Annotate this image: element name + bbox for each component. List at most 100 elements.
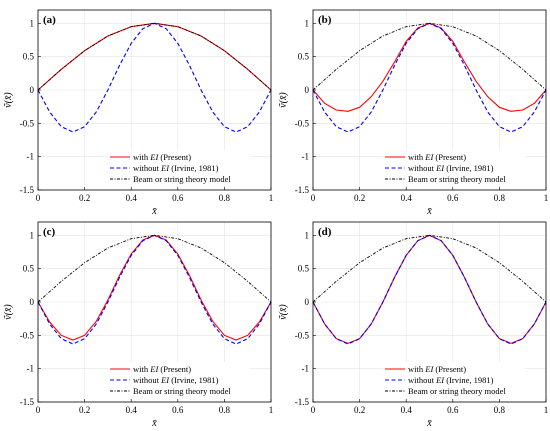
legend-label-suffix: (Present) [158, 152, 191, 162]
legend: with EI (Present)without EI (Irvine, 198… [383, 362, 525, 398]
legend-label-ei: EI [435, 163, 445, 173]
legend: with EI (Present)without EI (Irvine, 198… [383, 150, 525, 186]
x-tick-label: 0 [36, 405, 41, 415]
legend-box [383, 362, 525, 398]
y-tick-label: 0.5 [298, 264, 310, 274]
x-tick-label: 0.2 [79, 405, 90, 415]
x-tick-label: 0.6 [447, 193, 459, 203]
y-tick-label: 1 [305, 230, 310, 240]
series-group [37, 234, 272, 345]
legend-label: Beam or string theory model [133, 174, 231, 184]
y-tick-label: 1 [30, 230, 35, 240]
legend-box [108, 150, 250, 186]
series-group [312, 22, 547, 133]
legend-label-suffix: (Irvine, 1981) [169, 163, 219, 173]
legend-label: Beam or string theory model [133, 386, 231, 396]
legend-label: with EI (Present) [133, 364, 191, 374]
panel-label: (d) [318, 226, 332, 238]
y-tick-label: 0 [30, 85, 35, 95]
axes-frame [37, 221, 272, 403]
y-tick-label: 1 [30, 18, 35, 28]
series-line-without-ei [312, 234, 547, 345]
legend-label: without EI (Irvine, 1981) [133, 163, 219, 173]
x-tick-label: 0.8 [494, 405, 506, 415]
panel-label: (a) [43, 14, 56, 26]
y-tick-label: -0.5 [295, 118, 310, 128]
x-axis-label: x̄ [151, 418, 157, 429]
series-line-beam-string [37, 234, 272, 303]
series-group [312, 234, 547, 345]
legend-label-suffix: (Irvine, 1981) [444, 375, 494, 385]
legend-label-prefix: without [408, 375, 436, 385]
legend-label-prefix: without [133, 163, 161, 173]
x-axis-label: x̄ [426, 418, 432, 429]
x-tick-label: 0.6 [172, 405, 184, 415]
y-tick-label: -1.5 [20, 185, 35, 195]
y-tick-label: -1 [27, 364, 35, 374]
legend-label: Beam or string theory model [408, 386, 506, 396]
axes-frame [37, 9, 272, 191]
legend: with EI (Present)without EI (Irvine, 198… [108, 150, 250, 186]
series-group [37, 22, 272, 133]
series-line-beam-string [37, 22, 272, 91]
x-axis-label: x̄ [426, 206, 432, 217]
legend-label: Beam or string theory model [408, 174, 506, 184]
chart-panel-a: 0 0.2 0.4 0.6 0.8 1 -1.5 -1 -0.5 0 0.5 1 x̄ ṽ(x̄) (a) w… [3, 9, 273, 217]
legend-box [383, 150, 525, 186]
x-axis-label: x̄ [151, 206, 157, 217]
y-tick-label: -1.5 [20, 397, 35, 407]
legend-label-ei: EI [149, 152, 159, 162]
series-line-beam-string [312, 234, 547, 303]
legend-label-suffix: (Present) [433, 152, 466, 162]
x-tick-label: 0.4 [401, 193, 413, 203]
legend-label-prefix: without [408, 163, 436, 173]
legend-label-prefix: with [133, 152, 150, 162]
x-tick-label: 0.8 [219, 193, 231, 203]
y-axis-label: ṽ(x̄) [278, 92, 289, 108]
panel-label: (b) [318, 14, 332, 26]
chart-panel-b: 0 0.2 0.4 0.6 0.8 1 -1.5 -1 -0.5 0 0.5 1 x̄ ṽ(x̄) (b) w… [278, 9, 548, 217]
y-tick-label: 1 [305, 18, 310, 28]
legend-label-suffix: (Present) [158, 364, 191, 374]
x-tick-label: 0.2 [354, 405, 365, 415]
legend-label-ei: EI [424, 152, 434, 162]
chart-panel-c: 0 0.2 0.4 0.6 0.8 1 -1.5 -1 -0.5 0 0.5 1 x̄ ṽ(x̄) (c) w… [3, 221, 274, 429]
legend-label-prefix: without [133, 375, 161, 385]
legend-label: without EI (Irvine, 1981) [408, 375, 494, 385]
y-tick-label: 0.5 [23, 52, 35, 62]
legend-label: with EI (Present) [133, 152, 191, 162]
legend-label-ei: EI [149, 364, 159, 374]
x-tick-label: 0.2 [79, 193, 90, 203]
legend-label-ei: EI [424, 364, 434, 374]
series-line-with-ei [37, 234, 272, 341]
y-tick-label: -1.5 [295, 397, 310, 407]
y-tick-label: -1 [27, 152, 35, 162]
y-axis-label: ṽ(x̄) [3, 304, 14, 320]
x-tick-label: 0.4 [126, 193, 138, 203]
legend-label-prefix: with [408, 152, 425, 162]
x-tick-label: 0.4 [126, 405, 138, 415]
legend-label-prefix: Beam or string theory model [408, 386, 506, 396]
series-line-with-ei [312, 234, 547, 344]
legend-label: with EI (Present) [408, 364, 466, 374]
x-tick-label: 0.4 [401, 405, 413, 415]
y-axis-label: ṽ(x̄) [3, 92, 14, 108]
y-tick-label: 0 [305, 85, 310, 95]
series-line-without-ei [37, 234, 272, 345]
x-tick-label: 1 [269, 405, 274, 415]
legend-label-ei: EI [160, 163, 170, 173]
y-tick-label: -0.5 [20, 330, 35, 340]
x-tick-label: 0 [36, 193, 41, 203]
x-tick-label: 0 [311, 405, 316, 415]
y-tick-label: -0.5 [295, 330, 310, 340]
legend-label-prefix: Beam or string theory model [133, 174, 231, 184]
series-line-without-ei [312, 22, 547, 133]
axes-frame [312, 9, 547, 191]
x-tick-label: 0.6 [172, 193, 184, 203]
legend-label-prefix: Beam or string theory model [408, 174, 506, 184]
series-line-without-ei [37, 22, 272, 133]
legend-label-prefix: Beam or string theory model [133, 386, 231, 396]
legend-label: with EI (Present) [408, 152, 466, 162]
y-tick-label: 0.5 [298, 52, 310, 62]
